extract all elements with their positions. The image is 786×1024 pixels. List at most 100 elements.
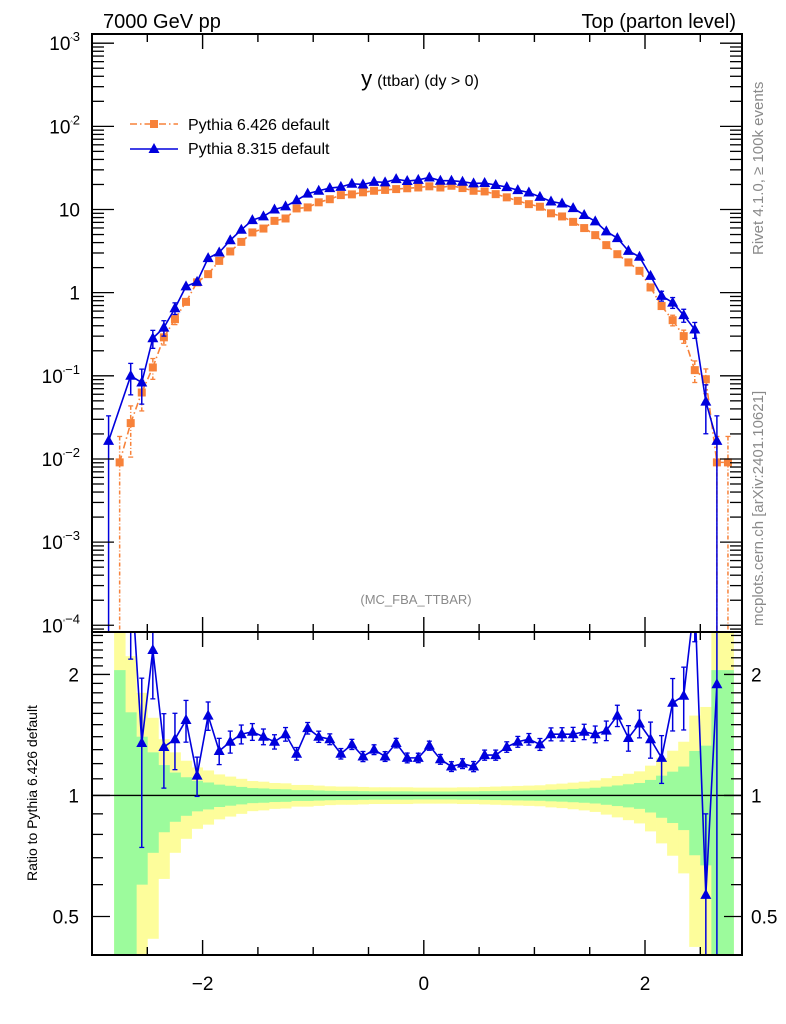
plot-title-rest: (ttbar) (dy > 0): [377, 73, 479, 90]
ratio-pythia8-point: [611, 709, 623, 720]
pythia6-point: [723, 458, 732, 467]
band-green-bin: [656, 775, 668, 818]
rivet-version-label: Rivet 4.1.0, ≥ 100k events: [750, 82, 767, 255]
ratio-pythia8-point: [512, 735, 524, 746]
pythia8-point: [457, 175, 469, 186]
ratio-pythia8-point: [191, 769, 203, 780]
pythia8-point: [136, 376, 148, 387]
legend-marker-pythia6: [150, 120, 158, 128]
ratio-pythia8-point: [678, 689, 690, 700]
y-tick-label-base: 10: [42, 616, 63, 637]
ratio-pythia8-point: [169, 733, 181, 744]
ratio-pythia8-point: [136, 737, 148, 748]
pythia8-point: [169, 302, 181, 313]
y-tick-label-exponent: −2: [65, 445, 80, 460]
ratio-y-tick-label-left: 0.5: [53, 907, 79, 928]
pythia6-point: [635, 266, 644, 275]
ratio-pythia8-point: [302, 722, 314, 733]
y-tick-label-caret: ^: [63, 453, 66, 459]
band-green-bin: [180, 777, 192, 816]
pythia8-point: [689, 323, 701, 334]
pythia6-point: [690, 366, 699, 375]
band-green-bin: [700, 745, 712, 866]
ratio-y-tick-label-left: 2: [68, 665, 79, 686]
y-tick-label-base: 10: [49, 34, 70, 55]
pythia8-point: [324, 182, 336, 193]
band-green-bin: [689, 750, 701, 856]
ratio-pythia8-point: [280, 728, 292, 739]
ratio-pythia8-point: [346, 738, 358, 749]
pythia8-point: [147, 332, 159, 343]
pythia8-point: [257, 210, 269, 221]
y-tick-label-exponent: 3: [73, 29, 80, 44]
pythia6-point: [215, 256, 224, 265]
pythia8-point: [158, 321, 170, 332]
y-tick-label: 1: [69, 284, 80, 305]
pythia8-point: [191, 275, 203, 286]
ratio-pythia8-line: [133, 632, 718, 895]
plot-title-main: y: [361, 66, 372, 91]
ratio-pythia8-point: [357, 750, 369, 761]
pythia8-point: [368, 175, 380, 186]
ratio-pythia8-point: [589, 728, 601, 739]
pythia6-point: [270, 216, 279, 225]
ratio-pythia8-point: [700, 888, 712, 899]
ratio-pythia8-point: [412, 751, 424, 762]
pythia8-point: [645, 269, 657, 280]
ratio-pythia8-point: [711, 678, 723, 689]
band-green-bin: [158, 765, 170, 833]
ratio-pythia8-point: [324, 733, 336, 744]
pythia8-point: [656, 289, 668, 300]
ratio-pythia8-point: [556, 728, 568, 739]
mcplots-label: mcplots.cern.ch [arXiv:2401.10621]: [750, 391, 767, 626]
ratio-series-marks: [92, 632, 742, 955]
pythia8-point: [313, 184, 325, 195]
band-green-bin: [667, 771, 679, 824]
pythia6-point: [546, 209, 555, 218]
pythia8-point: [280, 200, 292, 211]
pythia8-point: [633, 250, 645, 261]
ratio-pythia8-point: [313, 730, 325, 741]
ratio-pythia8-point: [434, 753, 446, 764]
ratio-pythia8-point: [147, 644, 159, 655]
pythia8-point: [390, 173, 402, 184]
ratio-pythia8-point: [379, 750, 391, 761]
ratio-pythia8-point: [633, 717, 645, 728]
ratio-y-axis-label: Ratio to Pythia 6.426 default: [24, 705, 40, 881]
pythia6-point: [248, 228, 257, 237]
pythia6-point: [126, 419, 135, 428]
pythia8-point: [611, 232, 623, 243]
y-tick-label: 10^3: [49, 29, 80, 55]
main-series-marks: [103, 171, 732, 632]
band-green-bin: [147, 752, 159, 853]
ratio-pythia8-point: [501, 740, 513, 751]
pythia8-point: [434, 174, 446, 185]
pythia8-point: [578, 208, 590, 219]
pythia6-point: [325, 195, 334, 204]
pythia8-point: [589, 215, 601, 226]
pythia8-point: [291, 194, 303, 205]
y-tick-label-base: 10: [42, 533, 63, 554]
pythia8-point: [412, 173, 424, 184]
y-tick-label: 10^−2: [42, 445, 80, 471]
ratio-y-tick-label-right: 1: [751, 786, 762, 807]
pythia6-point: [159, 333, 168, 342]
x-tick-label: 0: [419, 974, 430, 995]
pythia8-point: [512, 184, 524, 195]
pythia6-point: [624, 258, 633, 267]
header-right: Top (parton level): [581, 11, 736, 33]
pythia6-point: [558, 212, 567, 221]
ratio-pythia8-point: [213, 744, 225, 755]
pythia8-point: [246, 214, 258, 225]
pythia6-point: [447, 181, 456, 190]
pythia6-point: [425, 182, 434, 191]
ratio-pythia8-point: [423, 739, 435, 750]
ratio-y-tick-label-right: 2: [751, 665, 762, 686]
ratio-pythia8-point: [224, 735, 236, 746]
pythia6-point: [502, 193, 511, 202]
pythia6-point: [292, 204, 301, 213]
pythia6-point: [115, 458, 124, 467]
y-tick-label-exponent: −4: [65, 611, 80, 626]
pythia6-point: [569, 217, 578, 226]
